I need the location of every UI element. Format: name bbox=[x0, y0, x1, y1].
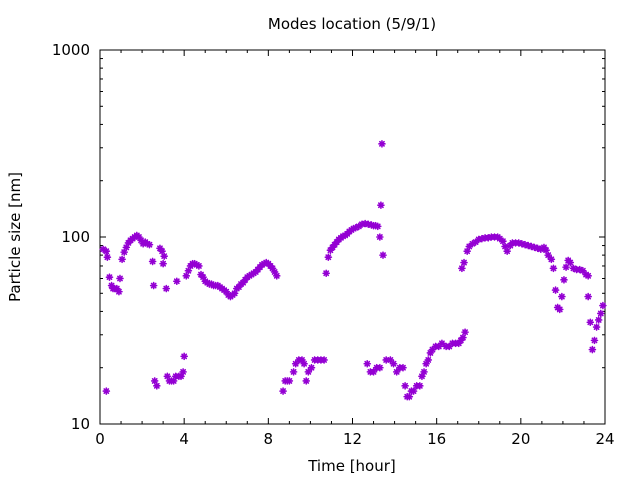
data-point bbox=[584, 292, 592, 301]
data-point bbox=[389, 359, 398, 368]
data-point bbox=[594, 316, 603, 324]
data-point bbox=[459, 333, 467, 342]
data-point bbox=[584, 272, 592, 280]
y-axis: 10 100 1000 bbox=[52, 41, 605, 433]
data-point bbox=[458, 264, 466, 273]
data-point bbox=[182, 272, 191, 280]
data-point bbox=[558, 292, 566, 301]
data-point bbox=[409, 387, 418, 395]
data-point bbox=[373, 222, 382, 231]
y-tick-label: 1000 bbox=[52, 41, 90, 59]
data-point bbox=[434, 342, 443, 351]
data-point bbox=[555, 305, 564, 314]
data-point bbox=[592, 323, 601, 331]
data-point bbox=[376, 363, 384, 372]
data-point bbox=[302, 377, 311, 385]
data-point bbox=[386, 356, 395, 364]
data-point bbox=[438, 339, 446, 348]
data-point bbox=[148, 257, 157, 266]
x-axis-label: Time [hour] bbox=[307, 457, 396, 475]
data-point bbox=[460, 258, 468, 267]
data-point bbox=[180, 352, 188, 361]
data-point bbox=[378, 140, 386, 148]
data-point bbox=[324, 253, 333, 261]
data-point bbox=[599, 301, 607, 310]
data-point bbox=[160, 252, 168, 260]
data-point bbox=[503, 247, 511, 255]
data-point bbox=[320, 356, 328, 364]
data-points bbox=[99, 140, 607, 401]
data-point bbox=[289, 368, 298, 376]
y-tick-label: 100 bbox=[61, 228, 90, 246]
y-axis-label: Particle size [nm] bbox=[6, 172, 24, 302]
plot-frame bbox=[99, 49, 606, 425]
data-point bbox=[596, 309, 605, 318]
data-point bbox=[272, 272, 281, 280]
data-point bbox=[105, 273, 114, 281]
data-point bbox=[499, 237, 507, 245]
data-point bbox=[179, 368, 187, 376]
data-point bbox=[173, 277, 181, 286]
data-point bbox=[542, 246, 550, 254]
data-point bbox=[300, 359, 308, 368]
data-point bbox=[363, 359, 372, 368]
x-tick-label: 16 bbox=[427, 430, 446, 448]
data-point bbox=[379, 251, 387, 259]
data-point bbox=[560, 276, 568, 284]
data-point bbox=[158, 247, 166, 255]
data-point bbox=[153, 382, 161, 390]
data-point bbox=[145, 240, 154, 249]
data-point bbox=[547, 255, 556, 264]
data-point bbox=[588, 345, 597, 354]
x-tick-label: 0 bbox=[95, 430, 105, 448]
data-point bbox=[420, 368, 428, 376]
data-point bbox=[103, 253, 112, 261]
data-point bbox=[405, 392, 414, 401]
data-point bbox=[195, 262, 203, 270]
data-point bbox=[118, 255, 126, 264]
data-point bbox=[549, 264, 558, 273]
data-point bbox=[376, 233, 384, 241]
x-tick-label: 4 bbox=[179, 430, 189, 448]
x-tick-label: 8 bbox=[264, 430, 274, 448]
data-point bbox=[149, 281, 158, 290]
data-point bbox=[461, 328, 469, 336]
data-point bbox=[399, 363, 407, 372]
data-point bbox=[159, 259, 167, 268]
data-point bbox=[416, 382, 424, 390]
y-tick-label: 10 bbox=[71, 415, 90, 433]
x-tick-label: 20 bbox=[511, 430, 530, 448]
data-point bbox=[102, 247, 111, 255]
data-point bbox=[322, 269, 330, 278]
data-point bbox=[401, 382, 409, 390]
x-tick-label: 12 bbox=[343, 430, 362, 448]
data-point bbox=[377, 201, 385, 209]
data-point bbox=[162, 284, 171, 293]
data-point bbox=[562, 263, 570, 271]
x-axis: 0 4 8 12 16 20 24 bbox=[95, 50, 615, 448]
data-point bbox=[279, 387, 287, 395]
data-point bbox=[115, 287, 123, 296]
chart-title: Modes location (5/9/1) bbox=[268, 15, 436, 33]
data-point bbox=[102, 387, 111, 395]
data-point bbox=[285, 377, 294, 385]
data-point bbox=[307, 363, 316, 372]
data-point bbox=[116, 274, 124, 283]
data-point bbox=[150, 377, 159, 385]
data-point bbox=[551, 286, 560, 294]
data-point bbox=[424, 356, 433, 364]
data-point bbox=[586, 318, 595, 327]
x-tick-label: 24 bbox=[595, 430, 614, 448]
data-point bbox=[566, 258, 575, 267]
data-point bbox=[590, 336, 599, 345]
